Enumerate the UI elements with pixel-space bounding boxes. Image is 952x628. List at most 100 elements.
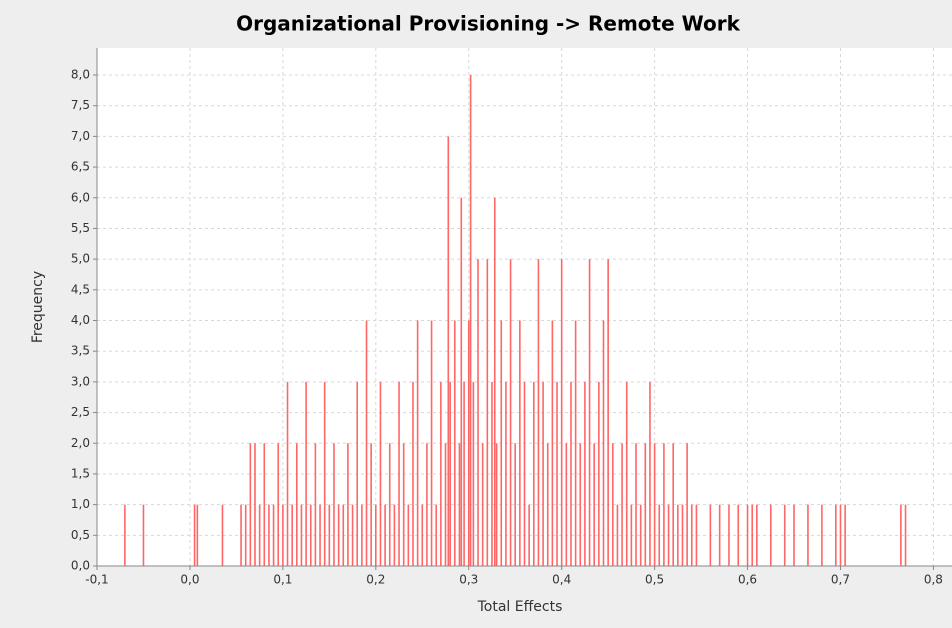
y-tick-label: 5,0 [71, 252, 90, 266]
bar [421, 504, 424, 566]
bar [598, 381, 600, 566]
bar [505, 381, 507, 566]
bar [412, 381, 414, 566]
x-tick-label: 0,0 [180, 573, 199, 587]
bar [667, 504, 670, 566]
bar [328, 504, 331, 566]
bar [440, 381, 442, 566]
bar [658, 504, 661, 566]
bar [556, 381, 558, 566]
bar [807, 504, 809, 566]
bar [783, 504, 786, 566]
x-tick-label: 0,8 [924, 573, 943, 587]
bar [616, 504, 619, 566]
bar [672, 443, 674, 566]
y-tick-label: 4,5 [71, 282, 90, 296]
bar [263, 443, 266, 566]
bar [574, 320, 577, 566]
bar [337, 504, 340, 566]
bar [630, 504, 633, 566]
x-tick-label: 0,1 [273, 573, 292, 587]
bar [584, 381, 586, 566]
bar [370, 443, 372, 566]
bar [728, 504, 730, 566]
bar [365, 320, 368, 566]
bar [493, 197, 496, 567]
bar [756, 504, 758, 566]
bar [551, 320, 554, 566]
bar [751, 504, 753, 566]
bar [607, 259, 609, 566]
bar [249, 443, 252, 566]
y-tick-label: 3,5 [71, 344, 90, 358]
bar [426, 443, 428, 566]
bar [375, 504, 377, 566]
bar [579, 443, 582, 566]
bar [523, 381, 526, 566]
bar [709, 504, 712, 566]
bar [361, 504, 363, 566]
bar [625, 381, 628, 566]
bar [537, 259, 540, 566]
bar [453, 320, 456, 566]
y-tick-label: 5,5 [71, 221, 90, 235]
bar [469, 75, 472, 567]
bar [514, 443, 517, 566]
bar [481, 443, 484, 566]
bar [305, 381, 307, 566]
bar [686, 443, 688, 566]
bar [519, 320, 521, 566]
bar [460, 197, 463, 567]
bar [635, 443, 637, 566]
bar [602, 320, 605, 566]
y-tick-label: 3,0 [71, 374, 90, 388]
bar [254, 443, 256, 566]
bar [447, 136, 450, 566]
bar [347, 443, 349, 566]
bar [718, 504, 721, 566]
bar [435, 504, 438, 566]
y-tick-label: 7,0 [71, 129, 90, 143]
bar [695, 504, 698, 566]
bar [193, 504, 196, 566]
bar [291, 504, 293, 566]
bar [458, 443, 461, 566]
bar [900, 504, 902, 566]
bar [463, 381, 465, 566]
bar [379, 381, 382, 566]
bar [244, 504, 247, 566]
bar [560, 259, 563, 566]
y-tick-label: 0,0 [71, 559, 90, 573]
bar [793, 504, 795, 566]
y-tick-label: 2,0 [71, 436, 90, 450]
bar [528, 504, 530, 566]
bar [500, 320, 503, 566]
bar [839, 504, 842, 566]
bar [546, 443, 549, 566]
x-tick-label: 0,4 [552, 573, 571, 587]
bar [196, 504, 199, 566]
bar [323, 381, 326, 566]
bar [495, 443, 498, 566]
bar [486, 259, 489, 566]
bar [737, 504, 740, 566]
x-tick-label: 0,5 [645, 573, 664, 587]
bar [542, 381, 544, 566]
x-tick-label: 0,7 [831, 573, 850, 587]
bar [258, 504, 261, 566]
bar [467, 320, 470, 566]
x-tick-label: 0,2 [366, 573, 385, 587]
bar [509, 259, 512, 566]
bar [570, 381, 572, 566]
bar [769, 504, 772, 566]
bar [746, 504, 749, 566]
bar [844, 504, 846, 566]
bar [356, 381, 359, 566]
y-tick-label: 6,5 [71, 160, 90, 174]
bar [384, 504, 386, 566]
x-axis-label: Total Effects [477, 599, 563, 615]
y-tick-label: 1,5 [71, 466, 90, 480]
y-tick-label: 6,0 [71, 190, 90, 204]
bar [319, 504, 321, 566]
bar [472, 381, 475, 566]
